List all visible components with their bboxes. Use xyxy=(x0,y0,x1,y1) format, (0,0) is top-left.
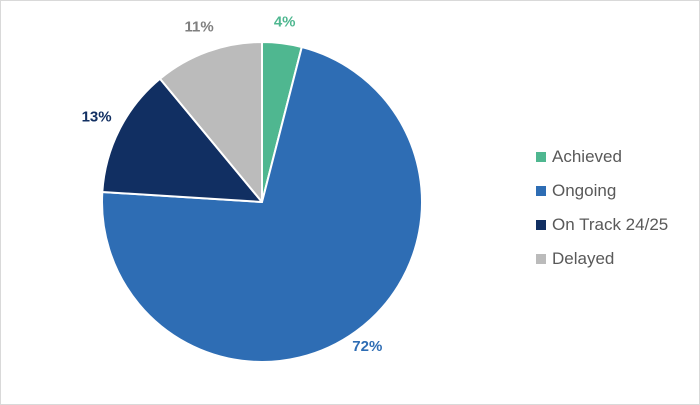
pie-slice-ongoing xyxy=(101,46,423,364)
legend-swatch-delayed xyxy=(536,254,546,264)
legend: Achieved Ongoing On Track 24/25 Delayed xyxy=(536,140,668,276)
legend-label-delayed: Delayed xyxy=(552,249,615,268)
legend-label-on-track: On Track 24/25 xyxy=(552,215,669,234)
pie-slice-on-track xyxy=(101,77,263,203)
data-label-delayed: 11% xyxy=(184,18,213,35)
legend-item-ongoing: Ongoing xyxy=(536,174,668,208)
legend-swatch-ongoing xyxy=(536,186,546,196)
data-label-achieved: 4% xyxy=(274,14,296,31)
legend-item-delayed: Delayed xyxy=(536,242,668,276)
legend-item-achieved: Achieved xyxy=(536,140,668,174)
legend-label-achieved: Achieved xyxy=(552,147,622,166)
pie-slice-delayed xyxy=(159,41,263,203)
legend-swatch-on-track xyxy=(536,220,546,230)
legend-item-on-track: On Track 24/25 xyxy=(536,208,668,242)
legend-label-ongoing: Ongoing xyxy=(552,181,617,200)
legend-swatch-achieved xyxy=(536,152,546,162)
data-label-on-track: 13% xyxy=(82,109,112,126)
data-label-ongoing: 72% xyxy=(352,338,382,355)
